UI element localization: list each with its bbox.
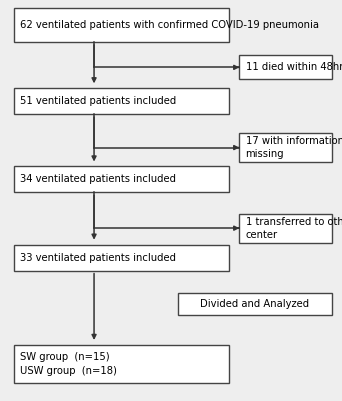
FancyBboxPatch shape	[14, 8, 229, 42]
Text: Divided and Analyzed: Divided and Analyzed	[200, 299, 310, 309]
FancyBboxPatch shape	[239, 214, 332, 243]
FancyBboxPatch shape	[14, 88, 229, 114]
FancyBboxPatch shape	[239, 55, 332, 79]
Text: 62 ventilated patients with confirmed COVID-19 pneumonia: 62 ventilated patients with confirmed CO…	[20, 20, 319, 30]
FancyBboxPatch shape	[239, 133, 332, 162]
FancyBboxPatch shape	[14, 166, 229, 192]
Text: 34 ventilated patients included: 34 ventilated patients included	[20, 174, 176, 184]
Text: 17 with information
missing: 17 with information missing	[246, 136, 342, 159]
FancyBboxPatch shape	[178, 293, 332, 315]
FancyBboxPatch shape	[14, 245, 229, 271]
Text: 1 transferred to other
center: 1 transferred to other center	[246, 217, 342, 240]
Text: 11 died within 48hrs: 11 died within 48hrs	[246, 63, 342, 72]
Text: 51 ventilated patients included: 51 ventilated patients included	[20, 96, 176, 106]
FancyBboxPatch shape	[14, 345, 229, 383]
Text: SW group  (n=15)
USW group  (n=18): SW group (n=15) USW group (n=18)	[20, 352, 117, 375]
Text: 33 ventilated patients included: 33 ventilated patients included	[20, 253, 176, 263]
